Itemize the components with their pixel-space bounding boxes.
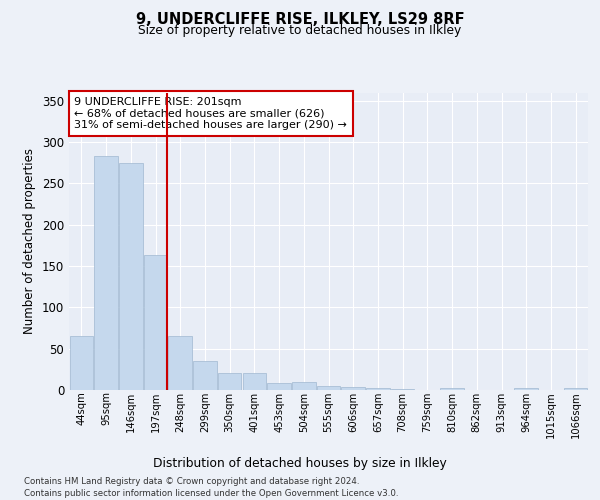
Bar <box>169 336 192 390</box>
Text: 9 UNDERCLIFFE RISE: 201sqm
← 68% of detached houses are smaller (626)
31% of sem: 9 UNDERCLIFFE RISE: 201sqm ← 68% of deta… <box>74 97 347 130</box>
Bar <box>242 374 266 390</box>
Text: 9, UNDERCLIFFE RISE, ILKLEY, LS29 8RF: 9, UNDERCLIFFE RISE, ILKLEY, LS29 8RF <box>136 12 464 28</box>
Bar <box>317 386 340 390</box>
Text: Contains public sector information licensed under the Open Government Licence v3: Contains public sector information licen… <box>24 489 398 498</box>
Bar <box>70 336 93 390</box>
Bar <box>391 389 415 390</box>
Y-axis label: Number of detached properties: Number of detached properties <box>23 148 37 334</box>
Bar <box>144 256 167 390</box>
Bar <box>193 361 217 390</box>
Bar <box>514 388 538 390</box>
Text: Distribution of detached houses by size in Ilkley: Distribution of detached houses by size … <box>153 458 447 470</box>
Bar <box>366 388 389 390</box>
Bar <box>292 382 316 390</box>
Bar <box>440 388 464 390</box>
Bar <box>94 156 118 390</box>
Bar <box>218 374 241 390</box>
Bar <box>268 384 291 390</box>
Text: Size of property relative to detached houses in Ilkley: Size of property relative to detached ho… <box>139 24 461 37</box>
Bar <box>341 386 365 390</box>
Bar <box>564 388 587 390</box>
Bar <box>119 162 143 390</box>
Text: Contains HM Land Registry data © Crown copyright and database right 2024.: Contains HM Land Registry data © Crown c… <box>24 478 359 486</box>
